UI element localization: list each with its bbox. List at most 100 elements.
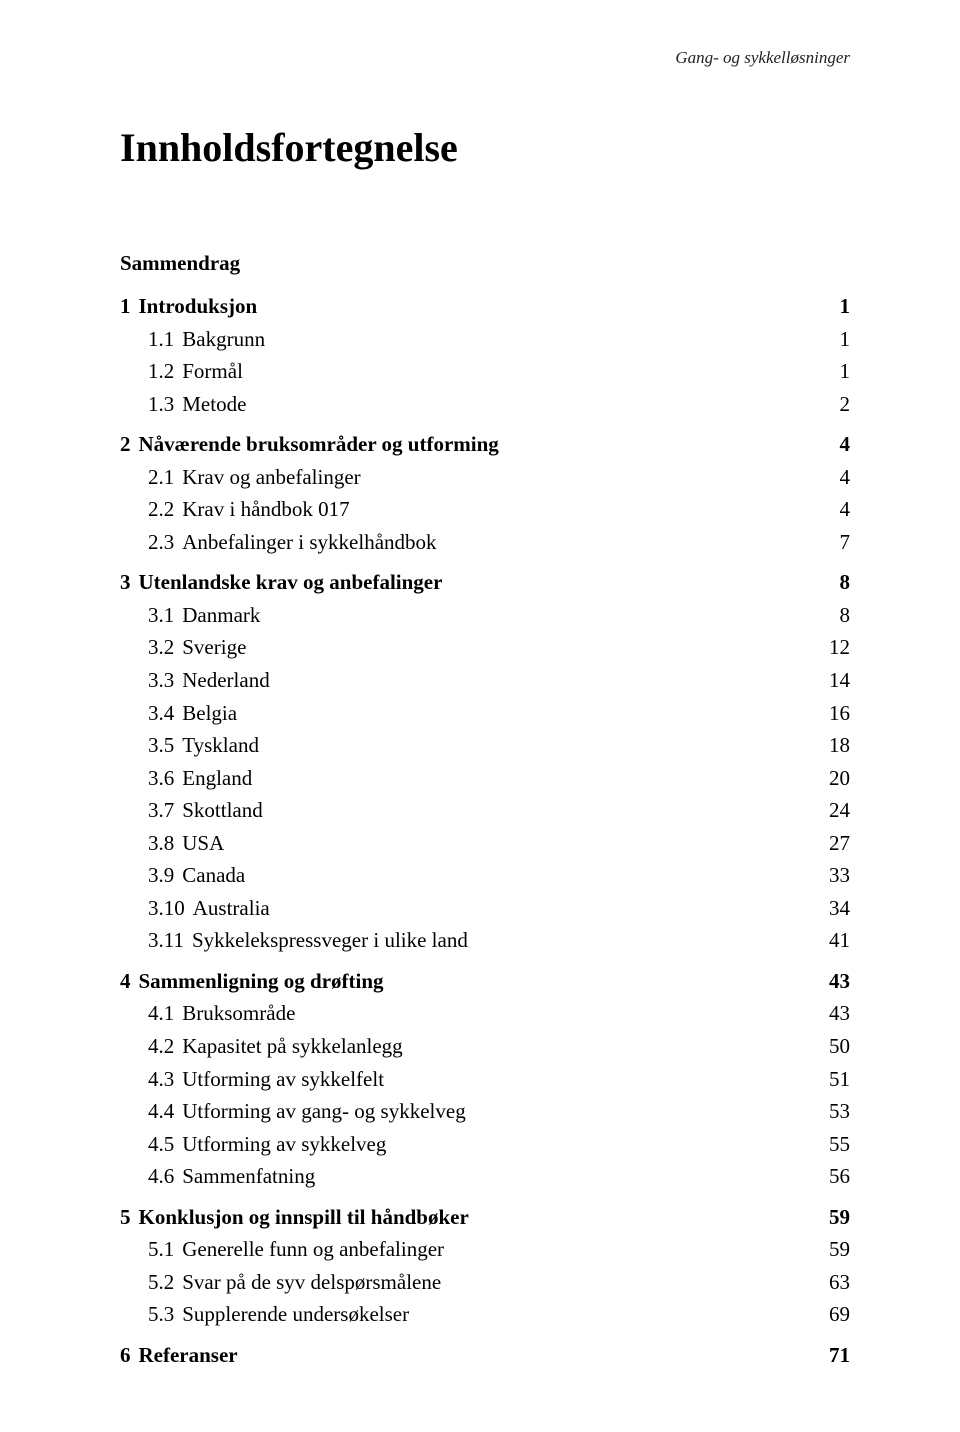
toc-entry-number: 3.4 [148, 697, 182, 730]
toc-row: 3.5Tyskland 18 [148, 729, 850, 762]
toc-entry-text: Sammenligning og drøfting [139, 965, 384, 998]
toc-entry-page: 41 [825, 924, 850, 957]
toc-row: 5Konklusjon og innspill til håndbøker59 [120, 1201, 850, 1234]
toc-row: 3.9Canada 33 [148, 859, 850, 892]
toc-entry-text: Canada [182, 859, 245, 892]
toc-entry-number: 3.8 [148, 827, 182, 860]
toc-entry-number: 5.3 [148, 1298, 182, 1331]
toc-row: 4.6Sammenfatning56 [148, 1160, 850, 1193]
toc-row: 3.3Nederland14 [148, 664, 850, 697]
toc-entry-number: 5 [120, 1201, 139, 1234]
toc-entry-number: 3.6 [148, 762, 182, 795]
toc-row: 1Introduksjon1 [120, 290, 850, 323]
toc-entry-text: Skottland [182, 794, 263, 827]
toc-entry-page: 69 [825, 1298, 850, 1331]
toc-entry-page: 50 [825, 1030, 850, 1063]
toc-entry-number: 4.1 [148, 997, 182, 1030]
toc-row: 3.10Australia34 [148, 892, 850, 925]
running-header: Gang- og sykkelløsninger [120, 48, 850, 68]
toc-row: 3Utenlandske krav og anbefalinger 8 [120, 566, 850, 599]
toc-row: 5.3Supplerende undersøkelser69 [148, 1298, 850, 1331]
toc-entry-number: 3.1 [148, 599, 182, 632]
toc-row: 4.2Kapasitet på sykkelanlegg 50 [148, 1030, 850, 1063]
toc-entry-page: 53 [825, 1095, 850, 1128]
toc-entry-text: Bakgrunn [182, 323, 265, 356]
toc-entry-text: England [182, 762, 252, 795]
toc-row: 3.7Skottland24 [148, 794, 850, 827]
toc-row: 3.4Belgia 16 [148, 697, 850, 730]
toc-entry-text: Anbefalinger i sykkelhåndbok [182, 526, 436, 559]
toc-entry-text: Kapasitet på sykkelanlegg [182, 1030, 402, 1063]
toc-entry-page: 20 [825, 762, 850, 795]
toc-row: 3.2Sverige 12 [148, 631, 850, 664]
toc-row: 5.2Svar på de syv delspørsmålene63 [148, 1266, 850, 1299]
toc-entry-page: 59 [825, 1233, 850, 1266]
toc-entry-page: 14 [825, 664, 850, 697]
toc-entry-page: 12 [825, 631, 850, 664]
toc-row: 4.5Utforming av sykkelveg55 [148, 1128, 850, 1161]
toc-row: 3.6England 20 [148, 762, 850, 795]
toc-entry-text: Utforming av sykkelveg [182, 1128, 386, 1161]
toc-entry-number: 4.4 [148, 1095, 182, 1128]
toc-entry-text: Metode [182, 388, 246, 421]
toc-entry-page: 16 [825, 697, 850, 730]
toc-entry-number: 3.2 [148, 631, 182, 664]
toc-row: 6Referanser 71 [120, 1339, 850, 1372]
toc-entry-number: 3.10 [148, 892, 193, 925]
toc-entry-number: 4 [120, 965, 139, 998]
toc-entry-page: 7 [836, 526, 851, 559]
page: Gang- og sykkelløsninger Innholdsfortegn… [0, 0, 960, 1432]
toc-row: 4.1Bruksområde43 [148, 997, 850, 1030]
toc-entry-page: 33 [825, 859, 850, 892]
toc-entry-text: Utenlandske krav og anbefalinger [139, 566, 443, 599]
toc-row: 2.2Krav i håndbok 017 4 [148, 493, 850, 526]
toc-entry-text: Belgia [182, 697, 237, 730]
toc-entry-page: 51 [825, 1063, 850, 1096]
toc-entry-page: 71 [825, 1339, 850, 1372]
toc-entry-number: 3.3 [148, 664, 182, 697]
toc-entry-text: Sverige [182, 631, 246, 664]
toc-entry-page: 8 [836, 599, 851, 632]
toc-row: 1.1Bakgrunn1 [148, 323, 850, 356]
sammendrag-heading: Sammendrag [120, 251, 850, 276]
toc-entry-number: 6 [120, 1339, 139, 1372]
toc-entry-number: 1.2 [148, 355, 182, 388]
toc-entry-number: 3.5 [148, 729, 182, 762]
toc-entry-number: 2.2 [148, 493, 182, 526]
toc-entry-page: 1 [836, 355, 851, 388]
toc-entry-text: Formål [182, 355, 243, 388]
toc-entry-number: 3.9 [148, 859, 182, 892]
toc-entry-page: 24 [825, 794, 850, 827]
toc-entry-page: 4 [836, 428, 851, 461]
toc-row: 3.11Sykkelekspressveger i ulike land41 [148, 924, 850, 957]
toc-entry-page: 4 [836, 493, 851, 526]
toc-entry-number: 5.1 [148, 1233, 182, 1266]
toc-entry-number: 4.6 [148, 1160, 182, 1193]
toc-entry-number: 4.2 [148, 1030, 182, 1063]
toc-entry-page: 8 [836, 566, 851, 599]
toc-entry-text: Krav i håndbok 017 [182, 493, 349, 526]
toc-entry-page: 43 [825, 965, 850, 998]
toc-entry-text: Danmark [182, 599, 260, 632]
toc-entry-number: 3 [120, 566, 139, 599]
toc-entry-text: Tyskland [182, 729, 259, 762]
toc-entry-text: Nåværende bruksområder og utforming [139, 428, 499, 461]
toc-row: 1.2Formål 1 [148, 355, 850, 388]
toc-entry-number: 5.2 [148, 1266, 182, 1299]
toc-row: 4.4Utforming av gang- og sykkelveg53 [148, 1095, 850, 1128]
toc-entry-text: Utforming av sykkelfelt [182, 1063, 384, 1096]
toc-entry-number: 1.3 [148, 388, 182, 421]
page-title: Innholdsfortegnelse [120, 124, 850, 171]
toc-entry-text: Sammenfatning [182, 1160, 315, 1193]
toc-entry-number: 4.5 [148, 1128, 182, 1161]
toc-entry-page: 43 [825, 997, 850, 1030]
toc-entry-page: 1 [836, 323, 851, 356]
toc-row: 3.8USA27 [148, 827, 850, 860]
toc-row: 4Sammenligning og drøfting 43 [120, 965, 850, 998]
toc-row: 2.3Anbefalinger i sykkelhåndbok7 [148, 526, 850, 559]
toc-row: 3.1Danmark 8 [148, 599, 850, 632]
toc-entry-page: 18 [825, 729, 850, 762]
toc-entry-page: 1 [836, 290, 851, 323]
toc-entry-number: 2.1 [148, 461, 182, 494]
toc-entry-text: Referanser [139, 1339, 238, 1372]
